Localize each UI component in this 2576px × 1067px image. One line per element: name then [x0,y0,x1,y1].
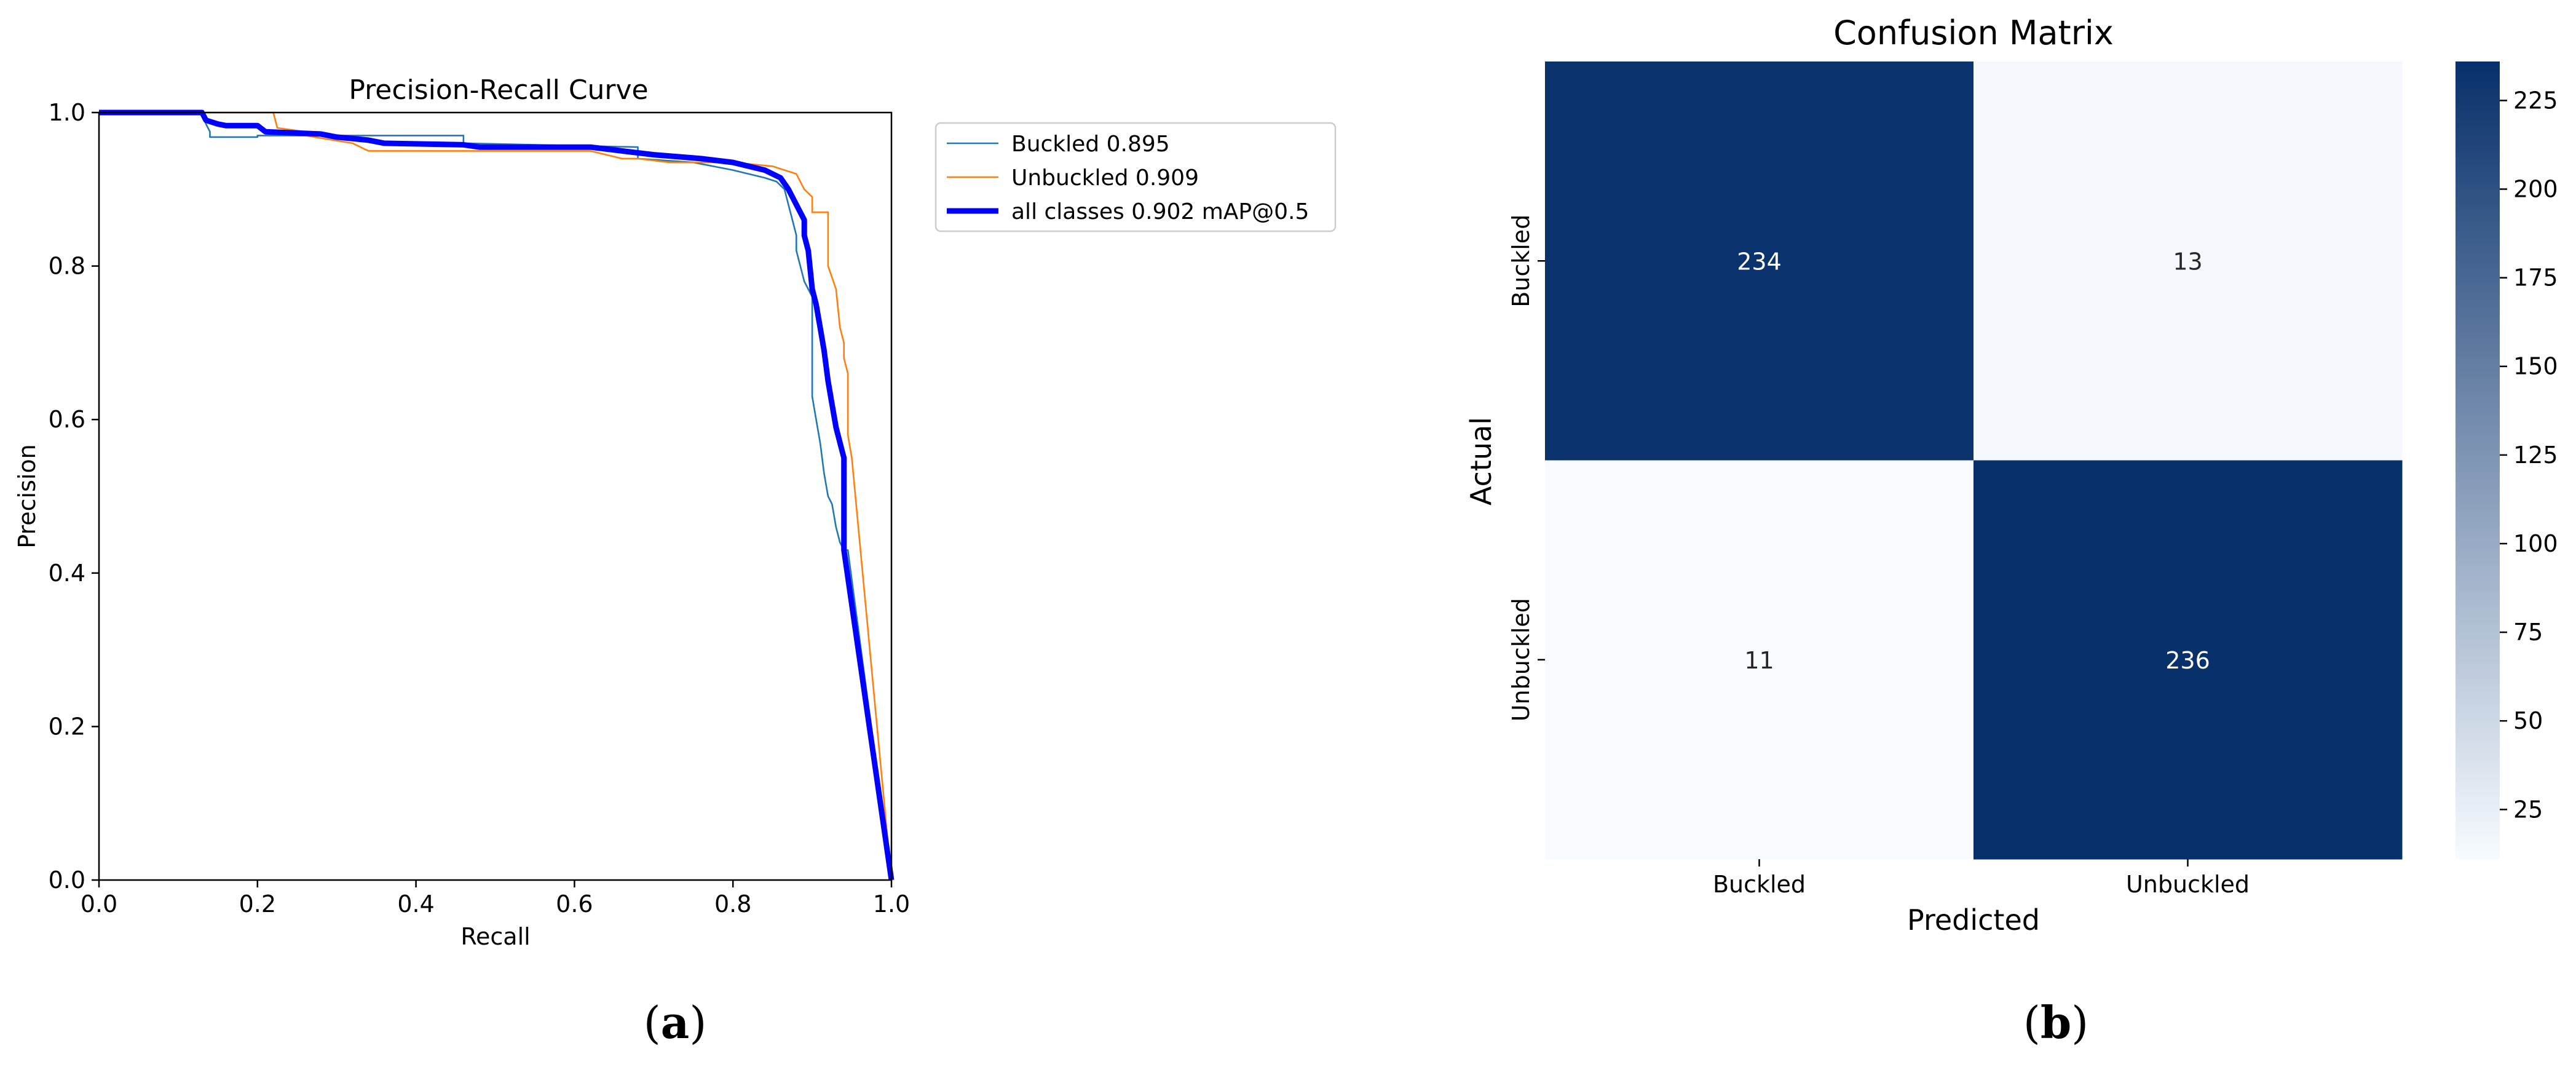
cm-colorbar-tick-label: 175 [2513,264,2558,292]
cm-y-axis-ticks: Buckled Unbuckled [1507,215,1545,721]
cm-x-tick-label: Buckled [1713,871,1806,898]
cm-cell-value: 13 [2173,248,2202,275]
cm-colorbar-tick-label: 100 [2513,530,2558,557]
pr-curve-lines [99,109,895,881]
cm-cell [1545,460,1974,860]
cm-colorbar-tick-label: 200 [2513,176,2558,203]
pr-y-tick-label: 0.2 [49,713,85,740]
cm-colorbar-tick-label: 75 [2513,619,2543,646]
cm-x-axis-ticks: Buckled Unbuckled [1713,859,2250,898]
cm-y-tick-label: Unbuckled [1507,598,1535,721]
pr-y-axis-label: Precision [14,444,41,549]
cm-colorbar-tick-label: 125 [2513,442,2558,469]
cm-colorbar-tick-label: 150 [2513,353,2558,380]
pr-x-tick-label: 0.2 [239,890,276,918]
pr-y-tick-label: 1.0 [49,99,85,126]
pr-y-tick-label: 0.0 [49,867,85,894]
cm-y-tick-label: Buckled [1507,215,1535,307]
pr-chart-title: Precision-Recall Curve [349,74,648,106]
pr-y-tick-label: 0.8 [49,253,85,280]
pr-y-tick-label: 0.4 [49,560,85,587]
cm-colorbar [2455,61,2500,859]
cm-cell-value: 236 [2165,647,2210,674]
pr-series-line-0 [99,111,893,881]
pr-x-axis-label: Recall [460,923,530,950]
pr-y-axis-ticks: 0.0 0.2 0.4 0.6 0.8 1.0 [49,99,99,894]
pr-x-tick-label: 0.8 [714,890,751,918]
cm-cell-value: 234 [1737,248,1782,275]
panel-label-b: (b) [2023,996,2089,1049]
cm-x-tick-label: Unbuckled [2126,871,2250,898]
cm-colorbar-tick-label: 50 [2513,707,2543,734]
pr-curve-panel: Precision-Recall Curve 0.0 0.2 0.4 0.6 0.8 1.… [14,74,1337,950]
cm-cell [1973,460,2403,860]
cm-cell [1973,61,2403,461]
confusion-matrix-panel: Confusion Matrix 234 13 11 236 Buckled Unbuc… [1464,14,2558,937]
pr-legend-frame [934,122,1337,232]
pr-x-tick-label: 1.0 [873,890,910,918]
pr-legend-label-2: all classes 0.902 mAP@0.5 [1011,199,1309,224]
pr-x-tick-label: 0.0 [81,890,117,918]
cm-colorbar-ticks: 25 50 75 100 125 150 175 200 225 [2500,87,2558,823]
cm-cells: 234 13 11 236 [1545,61,2403,860]
cm-cell-value: 11 [1744,647,1774,674]
pr-series-line-2 [99,109,895,881]
pr-x-axis-ticks: 0.0 0.2 0.4 0.6 0.8 1.0 [81,880,910,918]
pr-y-tick-label: 0.6 [49,406,85,433]
pr-legend-label-0: Buckled 0.895 [1011,132,1170,157]
pr-x-tick-label: 0.4 [397,890,434,918]
pr-series-line-1 [99,111,893,881]
cm-colorbar-tick-label: 225 [2513,87,2558,114]
cm-cell [1545,61,1974,461]
cm-x-axis-label: Predicted [1907,903,2040,937]
pr-legend: Buckled 0.895 Unbuckled 0.909 all classes … [934,122,1337,232]
panel-label-a: (a) [643,996,707,1049]
cm-chart-title: Confusion Matrix [1833,14,2114,52]
cm-y-axis-label: Actual [1464,417,1498,506]
pr-plot-frame [98,111,893,881]
cm-colorbar-tick-label: 25 [2513,796,2543,823]
pr-x-tick-label: 0.6 [556,890,593,918]
pr-legend-label-1: Unbuckled 0.909 [1011,165,1199,191]
